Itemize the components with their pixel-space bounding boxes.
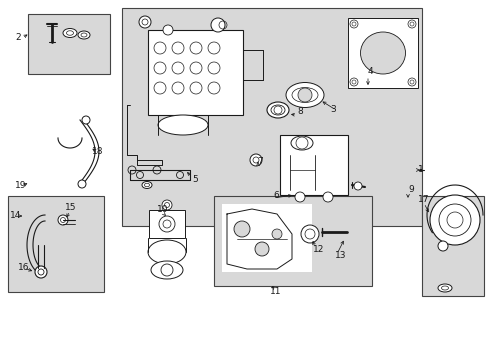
Circle shape <box>190 82 202 94</box>
Circle shape <box>78 180 86 188</box>
Bar <box>347 18 417 88</box>
Bar <box>149 210 184 238</box>
Circle shape <box>271 229 282 239</box>
Ellipse shape <box>285 82 324 108</box>
Circle shape <box>301 225 318 243</box>
Ellipse shape <box>148 240 185 264</box>
Circle shape <box>159 216 175 232</box>
Circle shape <box>172 42 183 54</box>
Bar <box>421 196 483 296</box>
Circle shape <box>190 62 202 74</box>
Bar <box>222 204 311 272</box>
Circle shape <box>294 192 305 202</box>
Circle shape <box>210 18 224 32</box>
Text: 19: 19 <box>15 181 26 190</box>
Ellipse shape <box>158 115 207 135</box>
Ellipse shape <box>360 32 405 74</box>
Circle shape <box>353 182 361 190</box>
Circle shape <box>323 192 332 202</box>
Circle shape <box>172 82 183 94</box>
Circle shape <box>407 78 415 86</box>
Circle shape <box>207 42 220 54</box>
Text: 3: 3 <box>329 105 335 114</box>
Circle shape <box>249 154 262 166</box>
Circle shape <box>161 264 173 276</box>
Circle shape <box>349 20 357 28</box>
Bar <box>122 8 421 226</box>
Text: 6: 6 <box>272 190 278 199</box>
Circle shape <box>295 137 307 149</box>
Text: 2: 2 <box>15 33 20 42</box>
Circle shape <box>162 200 172 210</box>
Circle shape <box>349 78 357 86</box>
Bar <box>8 196 104 292</box>
Circle shape <box>429 195 479 245</box>
Circle shape <box>172 62 183 74</box>
Ellipse shape <box>297 88 311 102</box>
Ellipse shape <box>142 181 152 189</box>
Ellipse shape <box>66 31 73 35</box>
Ellipse shape <box>81 33 87 37</box>
Circle shape <box>35 266 47 278</box>
Text: 15: 15 <box>65 203 76 212</box>
Circle shape <box>163 25 173 35</box>
Ellipse shape <box>270 105 285 115</box>
Circle shape <box>139 16 151 28</box>
Bar <box>280 135 347 195</box>
Text: 14: 14 <box>10 211 21 220</box>
Ellipse shape <box>437 284 451 292</box>
Text: 9: 9 <box>407 185 413 194</box>
Circle shape <box>254 242 268 256</box>
Ellipse shape <box>290 136 312 150</box>
Circle shape <box>207 62 220 74</box>
Circle shape <box>190 42 202 54</box>
Text: 17: 17 <box>417 195 428 204</box>
Text: 12: 12 <box>312 246 324 255</box>
Text: 18: 18 <box>92 148 103 157</box>
Circle shape <box>273 106 282 114</box>
Circle shape <box>58 215 68 225</box>
Ellipse shape <box>78 31 90 39</box>
Circle shape <box>154 42 165 54</box>
Circle shape <box>437 241 447 251</box>
Ellipse shape <box>266 102 288 118</box>
Circle shape <box>407 20 415 28</box>
Bar <box>28 14 110 74</box>
Circle shape <box>207 82 220 94</box>
Ellipse shape <box>151 261 183 279</box>
Text: 16: 16 <box>18 264 29 273</box>
Text: 10: 10 <box>157 206 168 215</box>
Ellipse shape <box>291 87 317 103</box>
Polygon shape <box>226 209 291 269</box>
Text: 5: 5 <box>192 175 197 184</box>
Text: 13: 13 <box>334 252 346 261</box>
Circle shape <box>154 82 165 94</box>
Text: 11: 11 <box>269 288 281 297</box>
Ellipse shape <box>63 28 77 37</box>
Circle shape <box>234 221 249 237</box>
Circle shape <box>154 62 165 74</box>
Text: 4: 4 <box>367 68 373 77</box>
Text: 8: 8 <box>296 108 302 117</box>
Bar <box>214 196 371 286</box>
Bar <box>148 30 243 115</box>
Circle shape <box>82 116 90 124</box>
Text: 7: 7 <box>257 158 262 166</box>
Text: 1: 1 <box>417 166 423 175</box>
